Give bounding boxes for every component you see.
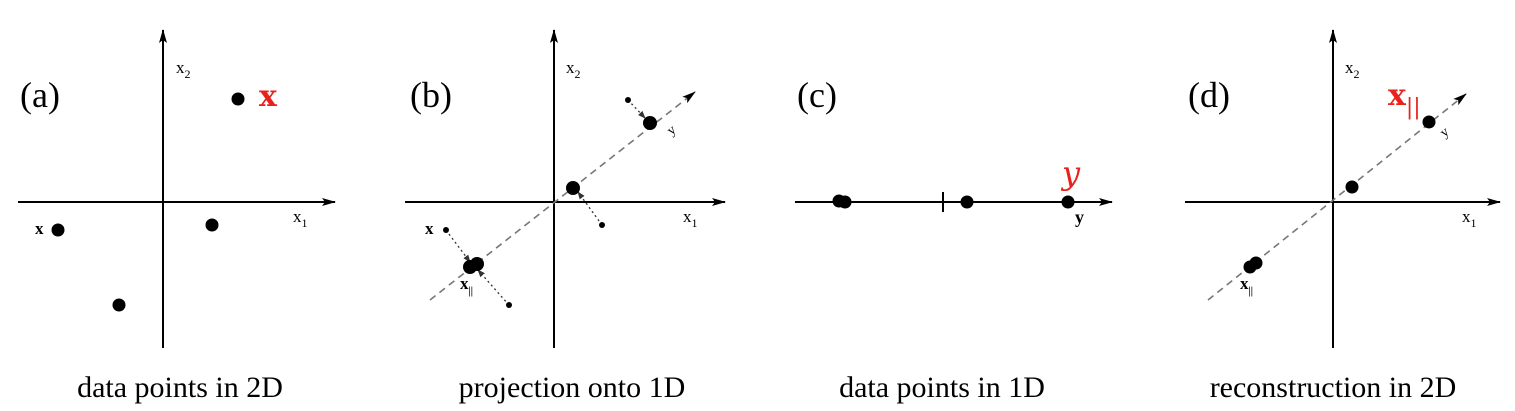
projected-point (566, 181, 580, 195)
projection-label-d: x|| (1240, 274, 1253, 297)
caption-b: projection onto 1D (459, 371, 686, 404)
data-point (51, 223, 65, 237)
reconstructed-point (1249, 256, 1263, 270)
projection-line (477, 269, 510, 306)
panel-label-d: (d) (1188, 75, 1230, 115)
x2-axis-label-b: x2 (566, 58, 581, 81)
point-label-x-b: x (425, 219, 434, 238)
data-point (231, 92, 245, 106)
highlight-label-d: x|| (1388, 78, 1421, 120)
projection-line (577, 191, 603, 226)
caption-a: data points in 2D (77, 371, 283, 404)
panel-label-c: (c) (797, 75, 837, 115)
point-label-x-a: x (35, 219, 44, 238)
data-point-1d (838, 195, 852, 209)
data-point-1d (960, 195, 974, 209)
caption-d: reconstruction in 2D (1210, 371, 1457, 404)
x1-axis-label-d: x1 (1462, 207, 1477, 230)
panel-b: (b) x1 x2 y x x|| projection onto 1D (405, 29, 726, 404)
projected-point (470, 257, 484, 271)
panel-label-b: (b) (410, 75, 452, 115)
original-point (443, 227, 449, 233)
x1-axis-label-a: x1 (293, 207, 308, 230)
caption-c: data points in 1D (839, 371, 1045, 404)
direction-label-b: y (665, 123, 680, 139)
data-point-1d (1061, 195, 1075, 209)
reconstructed-point (1345, 180, 1359, 194)
original-point (506, 302, 512, 308)
projected-point (643, 116, 657, 130)
axis-label-y-c: y (1075, 207, 1084, 227)
x1-axis-label-b: x1 (683, 207, 698, 230)
projection-label-b: x|| (460, 274, 473, 297)
original-point (625, 97, 631, 103)
direction-label-d: y (1438, 125, 1453, 141)
highlight-label-x-a: x (259, 79, 278, 114)
highlight-label-y-c: y (1060, 154, 1081, 192)
reconstructed-point (1422, 115, 1436, 129)
data-point (112, 298, 126, 312)
panel-c: (c) y y data points in 1D (795, 75, 1113, 404)
data-point (205, 218, 219, 232)
x2-axis-label-d: x2 (1345, 58, 1360, 81)
original-point (599, 222, 605, 228)
projection-line (445, 229, 471, 263)
x2-axis-label-a: x2 (176, 58, 191, 81)
panel-d: (d) x1 x2 y x|| x|| reconstruction in 2D (1185, 29, 1501, 404)
panel-label-a: (a) (20, 75, 60, 115)
panel-a: (a) x1 x2 x x data points in 2D (18, 29, 336, 404)
projection-line (627, 99, 646, 119)
